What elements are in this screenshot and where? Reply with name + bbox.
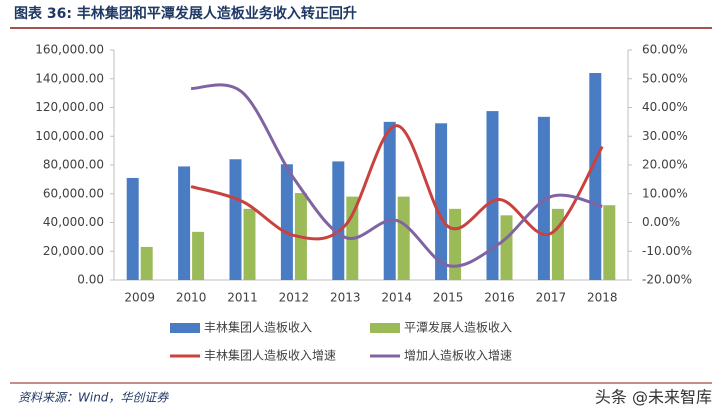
line-series <box>190 124 604 241</box>
x-tick-label: 2012 <box>279 291 310 305</box>
legend-label: 丰林集团人造板收入 <box>204 320 312 335</box>
legend-label: 丰林集团人造板收入增速 <box>204 348 336 363</box>
y-tick-label: 0.00 <box>77 273 104 287</box>
bar <box>589 73 602 280</box>
bar <box>332 161 345 280</box>
line-series <box>190 83 603 268</box>
bar <box>192 231 205 280</box>
bar <box>126 177 139 280</box>
x-tick-label: 2011 <box>227 291 258 305</box>
x-tick-label: 2016 <box>484 291 515 305</box>
x-tick-label: 2017 <box>536 291 567 305</box>
legend-swatch <box>170 323 200 333</box>
y2-tick-label: 60.00% <box>642 43 688 57</box>
chart-title: 图表 36: 丰林集团和平潭发展人造板业务收入转正回升 <box>14 5 357 22</box>
x-tick-label: 2010 <box>176 291 207 305</box>
x-tick-label: 2015 <box>433 291 464 305</box>
bar <box>603 205 616 280</box>
bar <box>449 208 462 280</box>
y-tick-label: 140,000.00 <box>35 71 104 85</box>
y-tick-label: 100,000.00 <box>35 129 104 143</box>
x-tick-label: 2013 <box>330 291 361 305</box>
bar <box>397 196 410 280</box>
legend-label: 增加人造板收入增速 <box>404 349 512 363</box>
y2-tick-label: -10.00% <box>642 244 692 258</box>
bar <box>500 215 513 280</box>
bar <box>435 123 448 280</box>
y2-tick-label: 10.00% <box>642 186 688 200</box>
y-tick-label: 20,000.00 <box>43 244 104 258</box>
y2-tick-label: 30.00% <box>642 129 688 143</box>
bar <box>140 246 153 280</box>
bar <box>383 121 396 280</box>
x-tick-label: 2014 <box>381 291 412 305</box>
legend-label: 平潭发展人造板收入 <box>404 320 512 335</box>
watermark: 头条 @未来智库 <box>595 388 712 407</box>
bar <box>229 159 242 280</box>
y2-tick-label: 50.00% <box>642 71 688 85</box>
bar <box>280 164 293 280</box>
y2-tick-label: 20.00% <box>642 158 688 172</box>
source-note: 资料来源：Wind，华创证券 <box>18 391 169 405</box>
bar <box>243 208 256 280</box>
y2-tick-label: -20.00% <box>642 273 692 287</box>
bar <box>537 116 550 280</box>
bar <box>486 111 499 280</box>
y-tick-label: 60,000.00 <box>43 186 104 200</box>
y-tick-label: 40,000.00 <box>43 215 104 229</box>
bar <box>551 208 564 280</box>
y-tick-label: 80,000.00 <box>43 158 104 172</box>
y2-tick-label: 0.00% <box>642 215 680 229</box>
bar <box>178 166 191 280</box>
legend-swatch <box>370 323 400 333</box>
y-tick-label: 160,000.00 <box>35 43 104 57</box>
y-tick-label: 120,000.00 <box>35 100 104 114</box>
x-tick-label: 2009 <box>124 291 155 305</box>
y2-tick-label: 40.00% <box>642 100 688 114</box>
x-tick-label: 2018 <box>587 291 618 305</box>
